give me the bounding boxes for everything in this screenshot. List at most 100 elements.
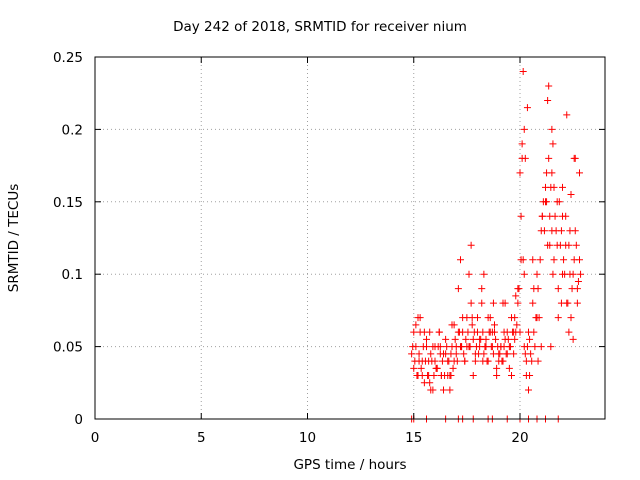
data-point [529, 299, 537, 307]
data-point [440, 386, 447, 394]
data-point [492, 335, 500, 343]
data-point [423, 335, 430, 343]
data-point [553, 198, 561, 206]
data-point [512, 292, 520, 300]
data-point [458, 343, 466, 351]
data-point [546, 241, 554, 249]
data-point [465, 270, 473, 278]
data-point [536, 256, 544, 264]
data-point [409, 343, 417, 351]
data-point [471, 357, 479, 365]
y-tick-label: 0.25 [53, 50, 83, 66]
data-point [549, 270, 557, 278]
data-point [493, 364, 501, 372]
data-point [565, 328, 573, 336]
data-point [511, 314, 519, 322]
data-point [516, 169, 524, 177]
data-point [530, 328, 538, 336]
data-point [521, 350, 529, 358]
data-point [436, 343, 444, 351]
data-point [489, 299, 497, 307]
data-point [519, 67, 527, 75]
data-point [423, 343, 430, 351]
data-point [537, 343, 545, 351]
data-point [506, 343, 514, 351]
x-tick-label: 5 [197, 430, 206, 446]
data-point [523, 343, 531, 351]
x-tick-label: 15 [405, 430, 422, 446]
data-point [468, 321, 476, 329]
chart-title: Day 242 of 2018, SRMTID for receiver niu… [173, 19, 467, 35]
data-point [564, 299, 572, 307]
data-point [548, 125, 556, 133]
data-point [518, 140, 526, 148]
data-point [451, 335, 459, 343]
data-point [544, 96, 552, 104]
data-point [448, 321, 456, 329]
data-point [467, 241, 475, 249]
data-point [470, 328, 478, 336]
data-point [562, 212, 570, 220]
data-point [408, 350, 416, 358]
data-point [491, 321, 498, 329]
data-point [412, 321, 420, 329]
data-point [554, 314, 562, 322]
data-point [472, 343, 480, 351]
data-point [540, 227, 548, 235]
data-point [531, 343, 539, 351]
x-tick-label: 20 [511, 430, 528, 446]
data-point [547, 343, 555, 351]
data-point [447, 372, 455, 380]
data-point [457, 256, 464, 264]
data-point [469, 335, 477, 343]
data-point [534, 357, 542, 365]
plot-frame [94, 56, 606, 420]
data-point [526, 372, 534, 380]
data-point [462, 335, 470, 343]
data-point [520, 125, 528, 133]
data-point [489, 350, 497, 358]
data-point [572, 241, 580, 249]
data-point [410, 328, 418, 336]
data-point [510, 350, 518, 358]
data-point [550, 256, 558, 264]
y-tick-label: 0 [74, 412, 83, 428]
x-tick-label: 10 [299, 430, 316, 446]
data-point [460, 350, 468, 358]
data-point [533, 270, 541, 278]
data-point [415, 357, 423, 365]
data-point [551, 212, 559, 220]
data-point [495, 357, 503, 365]
y-tick-label: 0.15 [53, 195, 83, 211]
data-point [429, 343, 437, 351]
data-point [468, 314, 476, 322]
data-point [493, 372, 501, 380]
data-point [577, 270, 585, 278]
y-tick-label: 0.05 [53, 340, 83, 356]
axis-ticks: 0 5 10 15 20 0 0.05 0.1 0.15 0.2 0.25 [53, 50, 605, 446]
data-point [479, 328, 487, 336]
data-point [417, 364, 425, 372]
data-point [545, 154, 553, 162]
data-point [415, 350, 423, 358]
data-point [500, 328, 508, 336]
data-point [443, 343, 451, 351]
data-point [510, 328, 518, 336]
data-point [566, 227, 574, 235]
data-point [418, 372, 426, 380]
data-point [545, 82, 553, 90]
data-point [566, 270, 574, 278]
data-point [505, 364, 513, 372]
data-point [569, 335, 577, 343]
data-point [488, 328, 496, 336]
data-point [560, 256, 568, 264]
data-point [528, 357, 536, 365]
data-point [427, 350, 435, 358]
data-point [431, 357, 439, 365]
data-point [511, 335, 519, 343]
data-point [454, 285, 462, 293]
data-point [525, 386, 532, 394]
data-point [574, 277, 582, 285]
data-point [503, 350, 511, 358]
